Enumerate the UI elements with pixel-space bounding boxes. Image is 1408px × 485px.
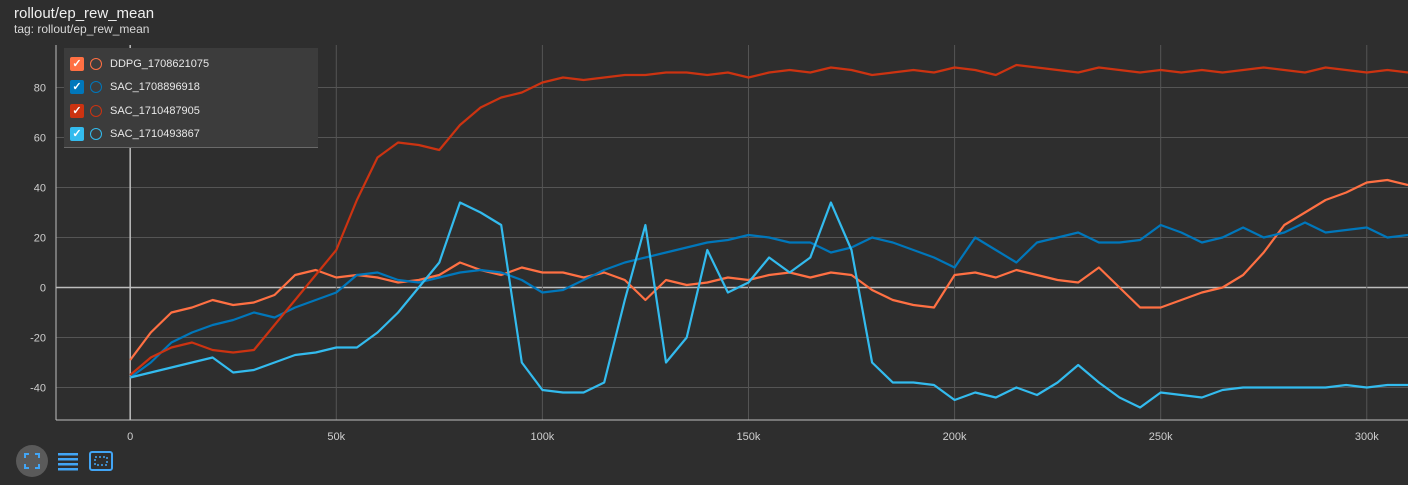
checkbox-icon[interactable]: ✓: [70, 56, 84, 71]
legend-item[interactable]: ✓ DDPG_1708621075: [64, 52, 318, 76]
x-tick-label: 250k: [1149, 431, 1173, 443]
fit-domain-icon: [24, 453, 40, 469]
series-line-SAC_1710487905[interactable]: [129, 63, 1408, 376]
x-tick-label: 0: [127, 431, 133, 443]
toggle-log-button[interactable]: [56, 449, 80, 473]
series-line-SAC_1710493867[interactable]: [129, 201, 1408, 409]
checkbox-icon[interactable]: ✓: [70, 103, 84, 118]
legend-label: DDPG_1708621075: [110, 57, 210, 70]
series-line-SAC_1708896918[interactable]: [129, 221, 1408, 379]
legend-label: SAC_1710487905: [110, 104, 200, 117]
y-tick-label: 40: [34, 183, 46, 195]
series-line-DDPG_1708621075[interactable]: [129, 178, 1408, 361]
series-ring-icon: [90, 128, 102, 141]
y-tick-label: -40: [30, 383, 46, 395]
y-tick-label: -20: [30, 333, 46, 345]
y-tick-label: 0: [40, 283, 46, 295]
series-ring-icon: [90, 57, 102, 70]
line-list-icon: [58, 453, 78, 471]
series-layer: [129, 63, 1408, 409]
chart-header: rollout/ep_rew_mean tag: rollout/ep_rew_…: [14, 5, 154, 36]
legend-item[interactable]: ✓ SAC_1710487905: [64, 99, 318, 123]
fit-domain-button[interactable]: [16, 445, 48, 477]
y-tick-label: 80: [34, 83, 46, 95]
box-zoom-icon: [89, 451, 113, 471]
chart-tag: tag: rollout/ep_rew_mean: [14, 22, 150, 36]
x-tick-label: 100k: [530, 431, 554, 443]
legend: ✓ DDPG_1708621075 ✓ SAC_1708896918 ✓ SAC…: [64, 48, 318, 148]
y-tick-label: 60: [34, 133, 46, 145]
series-ring-icon: [90, 104, 102, 117]
checkbox-icon[interactable]: ✓: [70, 80, 84, 95]
legend-label: SAC_1708896918: [110, 81, 200, 94]
chart-toolbar: [16, 445, 114, 477]
tick-labels: -40 -20 0 20 40 60 80 0 50k 100k 150k 200k 250k 300k: [30, 83, 1379, 444]
legend-label: SAC_1710493867: [110, 128, 200, 141]
series-ring-icon: [90, 81, 102, 94]
x-tick-label: 300k: [1355, 431, 1379, 443]
checkbox-icon[interactable]: ✓: [70, 127, 84, 142]
x-tick-label: 200k: [943, 431, 967, 443]
x-tick-label: 150k: [737, 431, 761, 443]
legend-item[interactable]: ✓ SAC_1708896918: [64, 76, 318, 100]
legend-item[interactable]: ✓ SAC_1710493867: [64, 123, 318, 147]
axes: [55, 45, 1408, 421]
chart-title: rollout/ep_rew_mean: [14, 5, 155, 22]
box-zoom-button[interactable]: [88, 449, 114, 473]
y-tick-label: 20: [34, 233, 46, 245]
x-tick-label: 50k: [327, 431, 345, 443]
